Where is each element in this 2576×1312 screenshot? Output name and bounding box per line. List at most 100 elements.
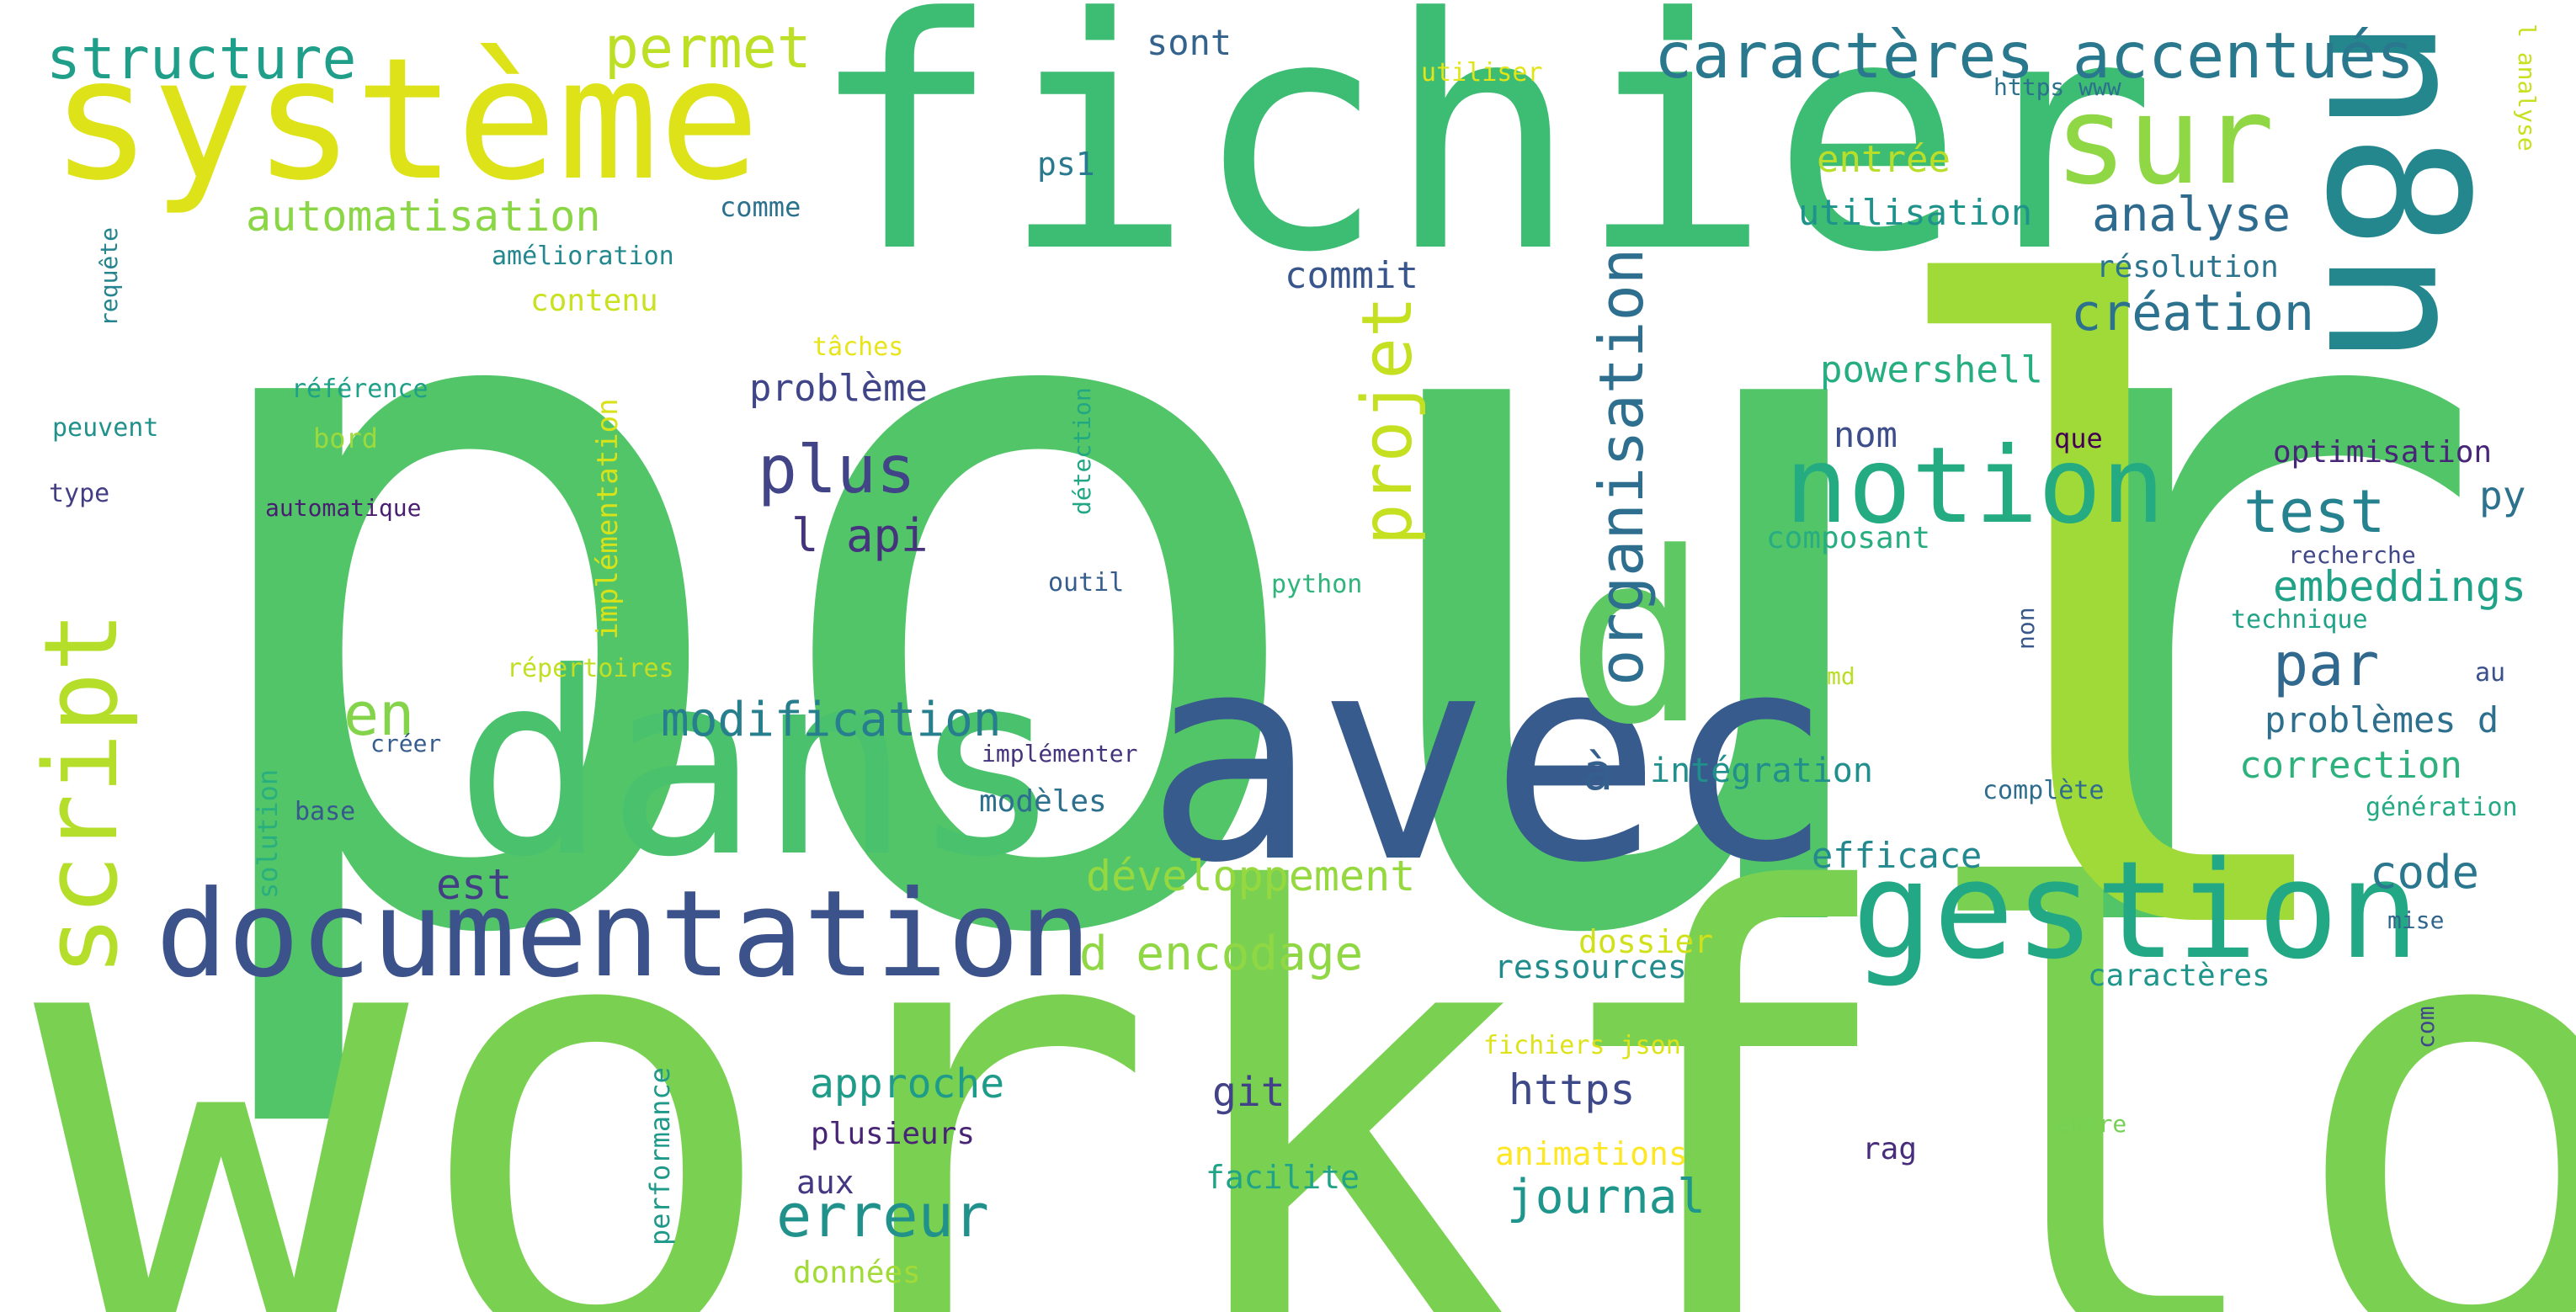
word: permet <box>604 15 812 82</box>
word: facilite <box>1206 1159 1360 1196</box>
word: détection <box>1068 387 1096 515</box>
word: optimisation <box>2273 435 2493 470</box>
word: md <box>1827 662 1855 690</box>
word: script <box>24 611 141 976</box>
word: python <box>1271 570 1363 599</box>
word: problèmes d <box>2265 699 2499 741</box>
word: avec <box>1145 592 1834 926</box>
word: référence <box>291 374 428 404</box>
word: amélioration <box>492 242 674 271</box>
word: ressources <box>1494 948 1687 985</box>
word: entrée <box>1817 138 1951 181</box>
word: caractères <box>2088 959 2270 993</box>
word: fichier <box>808 0 2157 322</box>
word: recherche <box>2288 541 2416 569</box>
word: embeddings <box>2273 562 2527 611</box>
word: modification <box>661 693 1002 747</box>
word: résolution <box>2096 250 2279 284</box>
word: requête <box>95 226 123 327</box>
word: que <box>2054 422 2103 454</box>
word: création <box>2071 284 2314 343</box>
word: workflow <box>34 765 2576 1312</box>
word: répertoires <box>507 654 674 683</box>
word: commit <box>1285 254 1418 297</box>
word: système <box>51 22 760 218</box>
word: dans <box>455 619 1063 912</box>
word: journal <box>1507 1170 1706 1224</box>
word: plusieurs <box>811 1117 976 1151</box>
word: technique <box>2231 605 2368 635</box>
word: génération <box>2366 793 2518 822</box>
word: l api <box>791 509 929 562</box>
word: entre <box>2056 1110 2127 1138</box>
word: implémenter <box>982 740 1138 768</box>
word: implémentation <box>591 398 625 640</box>
word: aux <box>796 1164 854 1201</box>
word: contenu <box>530 284 658 318</box>
word: code <box>2370 846 2480 899</box>
word: powershell <box>1820 348 2043 391</box>
word: fichiers json <box>1483 1031 1681 1060</box>
word: l analyse <box>2513 24 2541 151</box>
word: efficace <box>1812 835 1983 876</box>
word: d <box>1566 502 1708 777</box>
word: mise <box>2387 906 2445 934</box>
word: performance <box>644 1067 676 1246</box>
word: erreur <box>776 1182 989 1251</box>
word: https <box>1509 1065 1636 1114</box>
word: utilisation <box>1798 192 2033 233</box>
word: base <box>295 797 356 826</box>
word: complète <box>1983 776 2105 805</box>
word: test <box>2243 477 2386 546</box>
word: sur <box>2054 70 2275 212</box>
word: composant <box>1766 521 1931 555</box>
word: git <box>1212 1069 1285 1116</box>
word: type <box>49 479 110 508</box>
word: utiliser <box>1421 58 1543 88</box>
word: modèles <box>979 784 1107 819</box>
word: intégration <box>1650 752 1873 790</box>
word: com <box>2412 1006 2440 1049</box>
word: l <box>1860 123 2378 1123</box>
word: en <box>343 680 415 749</box>
word: données <box>793 1256 921 1290</box>
word: par <box>2273 630 2380 699</box>
word: d encodage <box>1079 927 1364 981</box>
word: créer <box>370 730 442 757</box>
word: approche <box>810 1060 1005 1107</box>
word: https www <box>1993 73 2121 101</box>
word: peuvent <box>52 413 159 443</box>
word: développement <box>1086 852 1416 900</box>
word: tâches <box>812 332 904 362</box>
word: sont <box>1147 22 1232 63</box>
word: solution <box>252 768 284 899</box>
word: organisation <box>1586 247 1657 686</box>
word: animations <box>1495 1135 1688 1172</box>
word: documentation <box>156 865 1092 1004</box>
word: rag <box>1862 1132 1918 1166</box>
word: automatisation <box>246 192 601 241</box>
word: ps1 <box>1037 146 1095 183</box>
word: est <box>436 860 513 909</box>
word: py <box>2479 473 2526 518</box>
word: notion <box>1785 425 2165 547</box>
word: plus <box>758 433 916 508</box>
word: automatique <box>265 494 422 522</box>
word: dossier <box>1578 923 1714 960</box>
word: comme <box>720 191 801 223</box>
word: projet <box>1348 295 1428 545</box>
word: au <box>2475 658 2506 688</box>
word: nom <box>1834 414 1897 455</box>
word: correction <box>2239 744 2462 787</box>
word: non <box>2012 607 2040 650</box>
word: problème <box>749 367 928 410</box>
word: bord <box>313 422 379 454</box>
word: analyse <box>2092 188 2291 242</box>
word: structure <box>46 26 357 93</box>
word: pour <box>165 20 2497 1146</box>
word: gestion <box>1852 831 2420 989</box>
word: caractères accentués <box>1654 19 2415 93</box>
word: à <box>1583 743 1614 802</box>
word: outil <box>1048 568 1125 598</box>
